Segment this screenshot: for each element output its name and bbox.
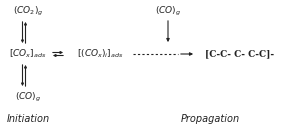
Text: $(CO)_g$: $(CO)_g$ — [155, 4, 181, 18]
Text: $(CO)_g$: $(CO)_g$ — [15, 90, 41, 104]
Text: Propagation: Propagation — [181, 114, 240, 124]
Text: [C-C- C- C-C]-: [C-C- C- C-C]- — [205, 50, 275, 58]
Text: $(CO_2)_g$: $(CO_2)_g$ — [13, 4, 43, 18]
Text: Initiation: Initiation — [7, 114, 50, 124]
Text: $[(CO_x)_i]_{ads}$: $[(CO_x)_i]_{ads}$ — [77, 48, 123, 60]
Text: $[CO_x]_{ads}$: $[CO_x]_{ads}$ — [9, 48, 47, 60]
